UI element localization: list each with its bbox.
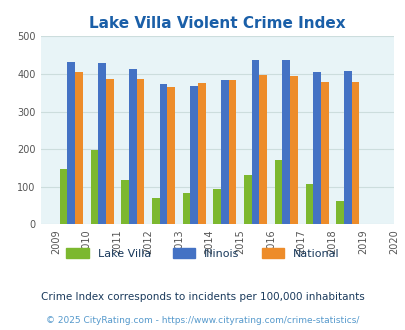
Bar — [167, 87, 175, 224]
Legend: Lake Villa, Illinois, National: Lake Villa, Illinois, National — [62, 244, 343, 263]
Title: Lake Villa Violent Crime Index: Lake Villa Violent Crime Index — [89, 16, 345, 31]
Bar — [351, 82, 358, 224]
Bar — [305, 184, 312, 224]
Bar — [335, 201, 343, 224]
Bar — [243, 176, 251, 224]
Bar — [98, 63, 106, 224]
Bar — [67, 61, 75, 224]
Bar — [121, 181, 129, 224]
Bar — [274, 160, 282, 224]
Bar — [320, 82, 328, 224]
Bar — [136, 79, 144, 224]
Bar — [129, 69, 136, 224]
Bar — [213, 189, 220, 224]
Bar — [60, 169, 67, 224]
Bar — [90, 150, 98, 224]
Bar — [220, 80, 228, 224]
Bar — [282, 60, 290, 224]
Bar — [228, 80, 236, 224]
Text: Crime Index corresponds to incidents per 100,000 inhabitants: Crime Index corresponds to incidents per… — [41, 292, 364, 302]
Text: © 2025 CityRating.com - https://www.cityrating.com/crime-statistics/: © 2025 CityRating.com - https://www.city… — [46, 315, 359, 325]
Bar — [75, 72, 83, 224]
Bar — [190, 85, 198, 224]
Bar — [106, 79, 113, 224]
Bar — [290, 76, 297, 224]
Bar — [182, 193, 190, 224]
Bar — [159, 84, 167, 224]
Bar — [312, 72, 320, 224]
Bar — [259, 75, 266, 224]
Bar — [151, 198, 159, 224]
Bar — [251, 60, 259, 224]
Bar — [198, 83, 205, 224]
Bar — [343, 71, 351, 224]
